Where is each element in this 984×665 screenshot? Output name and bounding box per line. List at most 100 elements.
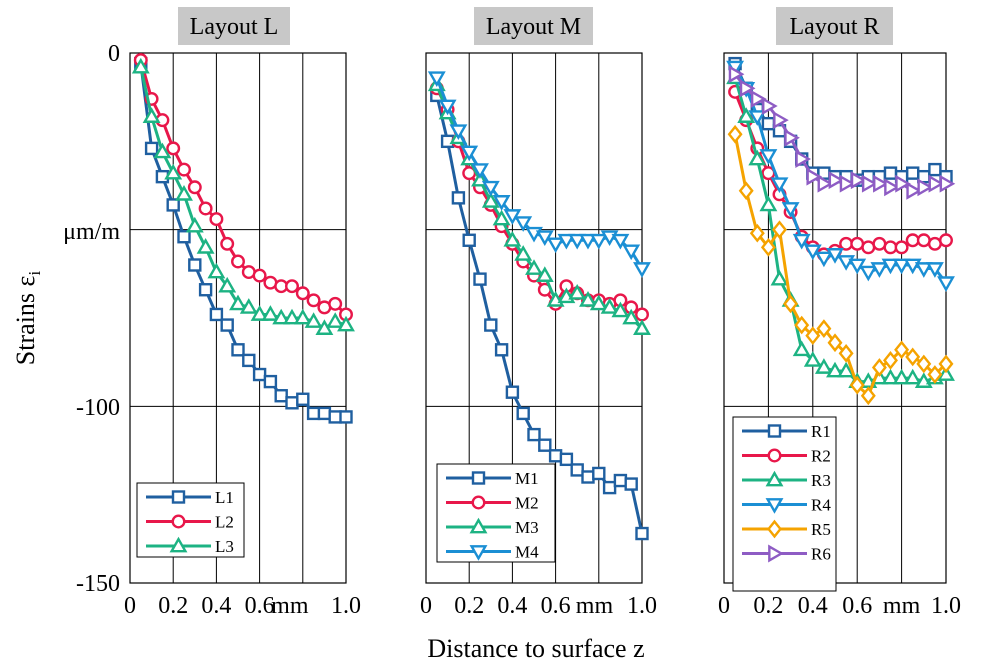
data-point-triangle-right — [750, 89, 767, 108]
data-point-triangle-up — [765, 470, 784, 487]
legend: M1 M2 M3 M4 — [436, 463, 556, 563]
data-point-circle — [220, 236, 235, 251]
data-point-triangle-down — [914, 262, 933, 278]
legend-box — [436, 463, 556, 563]
data-point-triangle-down — [622, 244, 641, 261]
legend-label: L1 — [215, 488, 234, 507]
data-point-triangle-up — [826, 361, 844, 378]
data-point-square — [592, 466, 606, 481]
data-point-triangle-down — [449, 124, 468, 141]
data-point-circle — [209, 212, 224, 227]
x-tick-label: 0 — [718, 593, 730, 619]
data-point-triangle-right — [895, 174, 911, 193]
data-point-diamond — [849, 375, 865, 395]
data-point-triangle-up — [525, 259, 543, 275]
data-point-triangle-up — [622, 308, 641, 325]
data-point-square — [473, 272, 487, 286]
x-tick-label: 0.4 — [201, 593, 231, 619]
chart-title: Layout R — [790, 14, 880, 40]
data-point-square — [274, 389, 288, 403]
data-point-triangle-right — [817, 174, 834, 193]
x-tick-label: 1.0 — [931, 593, 961, 619]
data-point-triangle-right — [828, 171, 845, 190]
x-tick-label: mm — [883, 593, 921, 619]
data-point-triangle-up — [304, 312, 323, 328]
data-point-triangle-down — [471, 163, 489, 179]
data-point-square — [516, 406, 530, 421]
data-point-square — [462, 233, 476, 247]
data-point-triangle-up — [611, 301, 630, 318]
x-tick-label: 0 — [420, 593, 432, 619]
x-tick-label: mm — [576, 593, 614, 619]
data-point-square — [538, 438, 552, 452]
data-point-triangle-up — [748, 149, 767, 166]
data-point-triangle-up — [503, 230, 522, 247]
data-point-triangle-down — [781, 202, 800, 218]
data-point-triangle-down — [427, 71, 446, 88]
data-point-circle — [916, 233, 931, 248]
data-point-circle — [166, 141, 181, 156]
legend-label: M3 — [515, 518, 539, 537]
data-point-diamond — [816, 319, 832, 338]
data-point-triangle-down — [759, 149, 778, 165]
data-point-circle — [939, 233, 953, 248]
data-point-triangle-down — [589, 233, 608, 250]
data-point-square — [328, 410, 342, 424]
data-point-triangle-up — [579, 291, 597, 307]
data-point-triangle-down — [568, 233, 587, 250]
series-M1 — [430, 88, 649, 541]
data-point-triangle-up — [937, 365, 955, 381]
data-point-triangle-up — [792, 340, 811, 357]
data-point-square — [144, 141, 159, 156]
data-point-circle — [767, 448, 782, 463]
data-point-triangle-down — [881, 258, 900, 275]
y-tick-label: -150 — [76, 571, 120, 597]
data-point-triangle-right — [739, 79, 756, 98]
data-point-diamond — [916, 354, 932, 374]
legend-label: R6 — [811, 545, 831, 564]
y-axis-title: Strains εi — [11, 271, 44, 366]
data-point-triangle-down — [633, 262, 651, 278]
data-point-triangle-up — [326, 312, 345, 328]
data-point-square — [263, 374, 278, 389]
data-point-square — [242, 353, 256, 368]
data-point-square — [624, 477, 638, 491]
data-point-square — [635, 526, 649, 541]
data-point-square — [285, 396, 299, 410]
data-point-triangle-down — [937, 276, 955, 292]
data-point-square — [231, 343, 245, 357]
data-point-triangle-up — [481, 192, 500, 208]
data-point-triangle-up — [218, 276, 237, 293]
data-point-square — [581, 470, 595, 484]
data-point-diamond — [927, 365, 943, 384]
y-axis-title-subscript: i — [25, 271, 44, 276]
y-tick-label: -100 — [76, 395, 120, 421]
data-point-triangle-down — [557, 233, 576, 250]
series-M4 — [427, 71, 651, 278]
data-point-triangle-down — [514, 216, 533, 232]
data-point-triangle-up — [337, 315, 355, 332]
data-point-triangle-up — [229, 294, 247, 311]
data-point-diamond — [894, 340, 910, 360]
data-point-triangle-down — [859, 265, 878, 282]
x-tick-label: 0.2 — [454, 593, 484, 619]
data-point-circle — [187, 180, 202, 195]
data-point-circle — [177, 162, 191, 177]
data-point-triangle-right — [795, 150, 811, 168]
data-point-triangle-down — [611, 233, 630, 250]
data-point-triangle-up — [737, 107, 756, 123]
data-point-triangle-down — [492, 195, 511, 211]
y-tick-label: 0 — [108, 41, 120, 67]
data-point-triangle-down — [892, 258, 911, 275]
data-point-triangle-down — [469, 545, 488, 561]
data-point-diamond — [871, 358, 887, 377]
data-point-triangle-up — [803, 351, 822, 367]
legend: L1 L2 L3 — [136, 482, 245, 558]
data-point-triangle-down — [925, 262, 944, 278]
data-point-circle — [231, 254, 245, 269]
data-point-circle — [252, 268, 267, 283]
data-point-square — [767, 424, 782, 438]
data-point-square — [188, 258, 202, 272]
data-point-diamond — [727, 124, 743, 144]
data-point-square — [252, 367, 267, 382]
